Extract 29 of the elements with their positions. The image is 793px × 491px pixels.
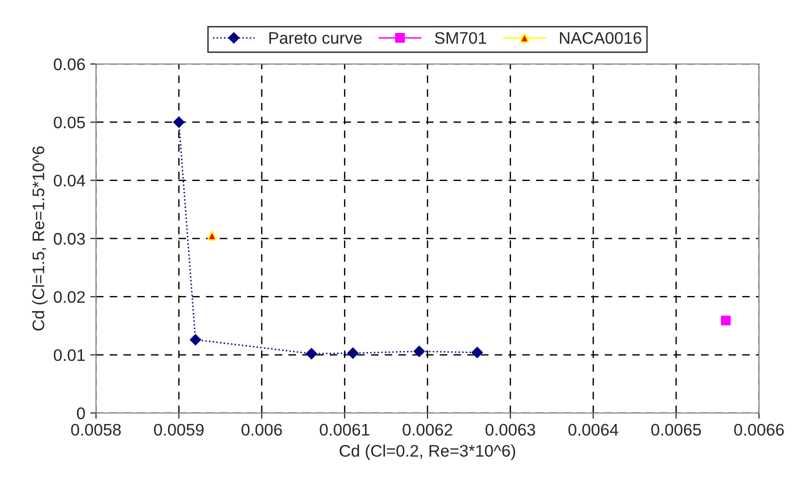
y-tick-label: 0.06 <box>54 58 85 70</box>
point <box>472 346 483 358</box>
y-tick-label: 0.03 <box>54 232 85 245</box>
x-tick-label: 0.0063 <box>486 424 536 436</box>
point <box>207 230 217 240</box>
y-tick-label: 0.04 <box>54 174 86 187</box>
y-tick-label: 0.05 <box>54 116 85 128</box>
point <box>414 346 425 357</box>
x-tick-label: 0.0065 <box>651 424 701 436</box>
x-tick-label: 0.0058 <box>71 424 121 436</box>
x-tick-label: 0.0061 <box>320 424 370 436</box>
x-tick-label: 0.006 <box>242 424 282 436</box>
point <box>190 334 202 346</box>
x-tick-label: 0.0066 <box>734 424 784 436</box>
point <box>720 316 731 326</box>
x-axis-title: Cd (Cl=0.2, Re=3*10^6) <box>340 444 516 460</box>
x-tick-label: 0.0059 <box>154 424 204 436</box>
point <box>347 347 359 359</box>
point <box>173 116 184 128</box>
y-tick-label: 0.02 <box>54 291 85 303</box>
legend-label: Pareto curve <box>269 32 362 44</box>
legend-label: SM701 <box>434 32 486 44</box>
legend-label: NACA0016 <box>560 32 642 44</box>
x-tick-label: 0.0062 <box>402 424 452 436</box>
point <box>306 348 318 360</box>
y-axis-title: Cd (Cl=1.5, Re=1.5*10^6 <box>32 146 48 331</box>
y-tick-label: 0 <box>76 407 85 420</box>
x-tick-label: 0.0064 <box>568 424 618 436</box>
y-tick-label: 0.01 <box>54 349 85 362</box>
